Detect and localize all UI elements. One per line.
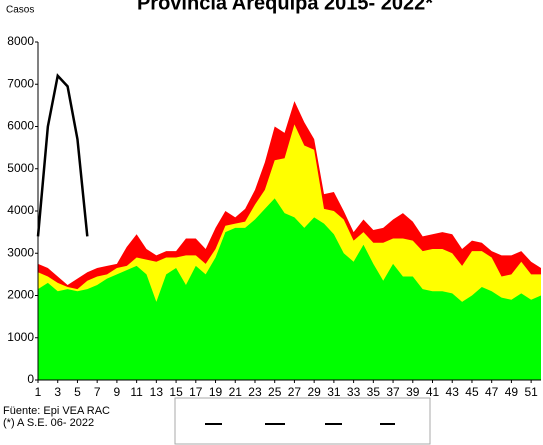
y-tick-label: 8000 xyxy=(7,34,34,48)
y-tick-label: 7000 xyxy=(7,76,34,90)
x-tick-label: 31 xyxy=(327,385,341,399)
y-tick-label: 1000 xyxy=(7,330,34,344)
x-tick-label: 21 xyxy=(229,385,243,399)
x-tick-label: 41 xyxy=(426,385,440,399)
x-tick-label: 19 xyxy=(209,385,223,399)
y-tick-label: 2000 xyxy=(7,288,34,302)
x-tick-label: 7 xyxy=(94,385,101,399)
x-tick-label: 11 xyxy=(130,385,143,399)
x-tick-label: 49 xyxy=(505,385,519,399)
y-tick-label: 6000 xyxy=(7,119,34,133)
x-tick-label: 15 xyxy=(169,385,183,399)
x-tick-label: 5 xyxy=(74,385,81,399)
x-tick-label: 9 xyxy=(114,385,121,399)
x-tick-label: 13 xyxy=(150,385,164,399)
x-tick-label: 43 xyxy=(446,385,460,399)
x-tick-label: 51 xyxy=(524,385,538,399)
y-tick-label: 4000 xyxy=(7,203,34,217)
x-tick-label: 25 xyxy=(268,385,282,399)
x-tick-label: 33 xyxy=(347,385,361,399)
chart-title: Provincia Arequipa 2015- 2022* xyxy=(137,0,433,14)
legend-box xyxy=(174,397,431,445)
area-band xyxy=(38,198,541,380)
x-tick-label: 47 xyxy=(485,385,499,399)
x-tick-label: 29 xyxy=(307,385,321,399)
x-tick-label: 23 xyxy=(248,385,262,399)
x-tick-label: 27 xyxy=(288,385,302,399)
footnote: (*) A S.E. 06- 2022 xyxy=(3,417,94,429)
y-tick-label: 3000 xyxy=(7,245,34,259)
x-tick-label: 37 xyxy=(386,385,400,399)
source-note: Füente: Epi VEA RAC xyxy=(3,405,110,417)
x-tick-label: 3 xyxy=(54,385,61,399)
x-tick-label: 17 xyxy=(189,385,203,399)
x-tick-label: 1 xyxy=(35,385,42,399)
x-tick-label: 35 xyxy=(367,385,381,399)
x-tick-label: 39 xyxy=(406,385,420,399)
line-series xyxy=(36,73,89,237)
y-axis-label: Casos xyxy=(6,5,34,16)
y-tick-label: 5000 xyxy=(7,161,34,175)
x-tick-label: 45 xyxy=(465,385,479,399)
y-tick-label: 0 xyxy=(27,372,34,386)
